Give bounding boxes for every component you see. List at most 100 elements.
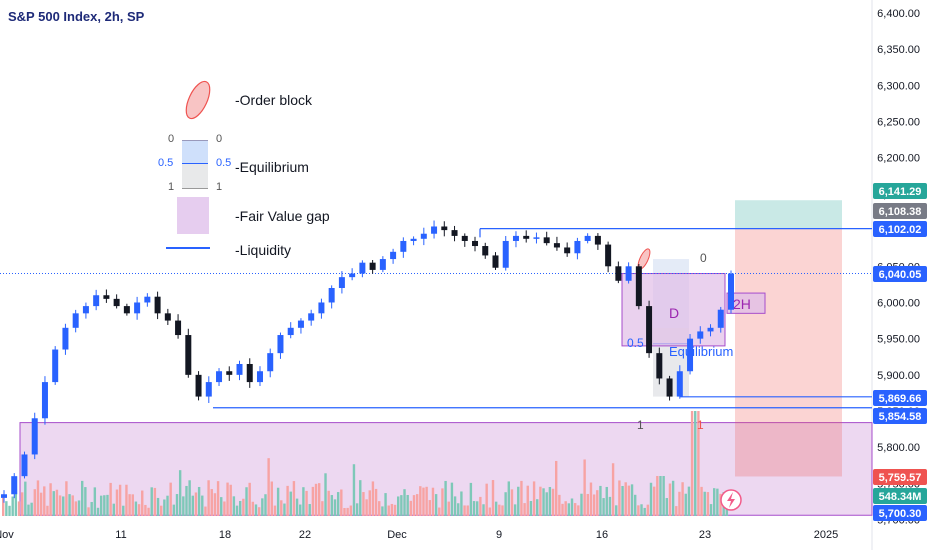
volume-bar (545, 492, 548, 516)
candle-body (338, 277, 345, 289)
y-tick-label: 6,000.00 (877, 297, 920, 309)
liquidity-legend-line (166, 247, 210, 249)
volume-bar (384, 493, 387, 516)
x-tick-label: 23 (699, 529, 711, 541)
volume-bar (602, 498, 605, 516)
volume-bar (333, 499, 337, 516)
volume-bar (485, 483, 488, 516)
volume-bar (634, 494, 637, 516)
volume-bar (428, 500, 431, 516)
price-label-text: 5,759.57 (879, 472, 922, 484)
volume-bar (286, 485, 289, 516)
volume-bar (498, 504, 501, 516)
volume-bar (336, 492, 340, 516)
volume-bar (472, 501, 476, 516)
volume-bar (583, 459, 586, 516)
volume-bar (513, 504, 517, 516)
volume-bar (160, 505, 163, 516)
candle-body (62, 327, 69, 350)
price-label-text: 5,869.66 (879, 393, 922, 405)
price-label-badge (873, 266, 927, 282)
candle-body (236, 363, 243, 375)
volume-bar (504, 492, 507, 516)
volume-bar (166, 495, 169, 516)
volume-bar (371, 481, 375, 516)
candle-body (461, 235, 468, 241)
volume-bar (460, 491, 463, 516)
volume-bar (109, 482, 112, 516)
candle-body (431, 226, 438, 234)
eq-legend-05-right: 0.5 (216, 157, 232, 169)
volume-bar (491, 480, 495, 516)
volume-bar (374, 488, 378, 516)
candle-body (728, 273, 734, 310)
timeframe-label: 2H (733, 296, 751, 312)
volume-bar (494, 501, 498, 516)
eq-legend-1-right: 1 (216, 181, 223, 193)
candle-body (646, 306, 653, 354)
volume-bar (488, 507, 492, 516)
price-label-text: 5,854.58 (879, 411, 922, 423)
candle-body (441, 226, 448, 231)
volume-bar (621, 485, 624, 516)
candle-body (308, 313, 315, 321)
volume-bar (201, 495, 204, 516)
volume-bar (501, 505, 504, 516)
volume-bar (615, 505, 618, 516)
volume-bar (697, 411, 700, 516)
order-block-icon (185, 80, 211, 120)
candle-body (246, 363, 253, 383)
volume-bar (131, 494, 134, 516)
volume-bar (403, 489, 406, 516)
eq-legend-0-left: 0 (168, 133, 175, 145)
candle-body (502, 240, 509, 268)
candle-body (543, 237, 550, 244)
candle-body (369, 262, 376, 270)
volume-bar (144, 504, 147, 516)
candle-body (625, 266, 632, 281)
volume-bar (668, 483, 672, 516)
candle-body (472, 240, 479, 247)
volume-bar (314, 483, 318, 516)
volume-bar (267, 458, 270, 516)
volume-bar (463, 505, 466, 516)
legend-fvg: -Fair Value gap (235, 208, 330, 224)
volume-bar (292, 481, 296, 516)
volume-bar (5, 501, 8, 516)
volume-bar (118, 484, 122, 516)
volume-bar (687, 486, 691, 516)
candle-body (359, 262, 366, 274)
x-tick-label: 9 (496, 529, 502, 541)
volume-bar (8, 505, 11, 516)
volume-bar (649, 482, 653, 516)
volume-bar (321, 501, 324, 516)
candle-body (216, 371, 223, 383)
volume-bar (387, 505, 390, 516)
candle-body (164, 313, 171, 321)
volume-bar (646, 504, 650, 516)
volume-bar (422, 487, 425, 516)
candle-body (256, 371, 263, 383)
volume-bar (204, 506, 207, 516)
volume-bar (58, 495, 62, 516)
volume-bar (39, 492, 43, 516)
volume-bar (156, 497, 160, 516)
volume-bar (450, 482, 454, 516)
volume-bar (229, 484, 232, 516)
volume-bar (318, 483, 321, 516)
candle-body (103, 295, 110, 299)
volume-bar (261, 498, 264, 516)
price-label-badge (873, 203, 927, 219)
volume-bar (141, 490, 144, 516)
volume-bar (523, 503, 526, 516)
volume-bar (671, 480, 675, 516)
volume-bar (172, 504, 176, 516)
volume-bar (327, 490, 330, 516)
volume-bar (43, 486, 46, 516)
volume-bar (592, 494, 596, 516)
volume-bar (406, 494, 409, 516)
candle-body (134, 302, 141, 314)
volume-bar (55, 489, 59, 516)
volume-bar (122, 505, 125, 516)
